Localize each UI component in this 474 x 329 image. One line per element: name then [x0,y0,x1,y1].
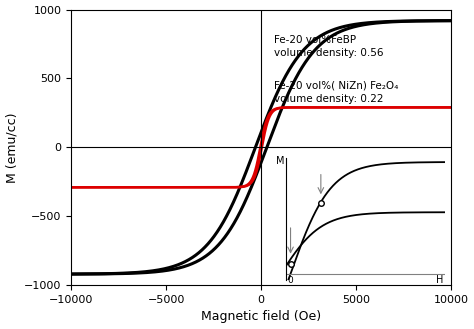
Y-axis label: M (emu/cc): M (emu/cc) [6,112,18,183]
Text: Fe-20 vol%( NiZn) Fe₂O₄: Fe-20 vol%( NiZn) Fe₂O₄ [274,80,399,90]
X-axis label: Magnetic field (Oe): Magnetic field (Oe) [201,311,321,323]
Text: volume density: 0.56: volume density: 0.56 [274,48,384,59]
Text: volume density: 0.22: volume density: 0.22 [274,94,384,104]
Text: Fe-20 vol%FeBP: Fe-20 vol%FeBP [274,35,356,45]
